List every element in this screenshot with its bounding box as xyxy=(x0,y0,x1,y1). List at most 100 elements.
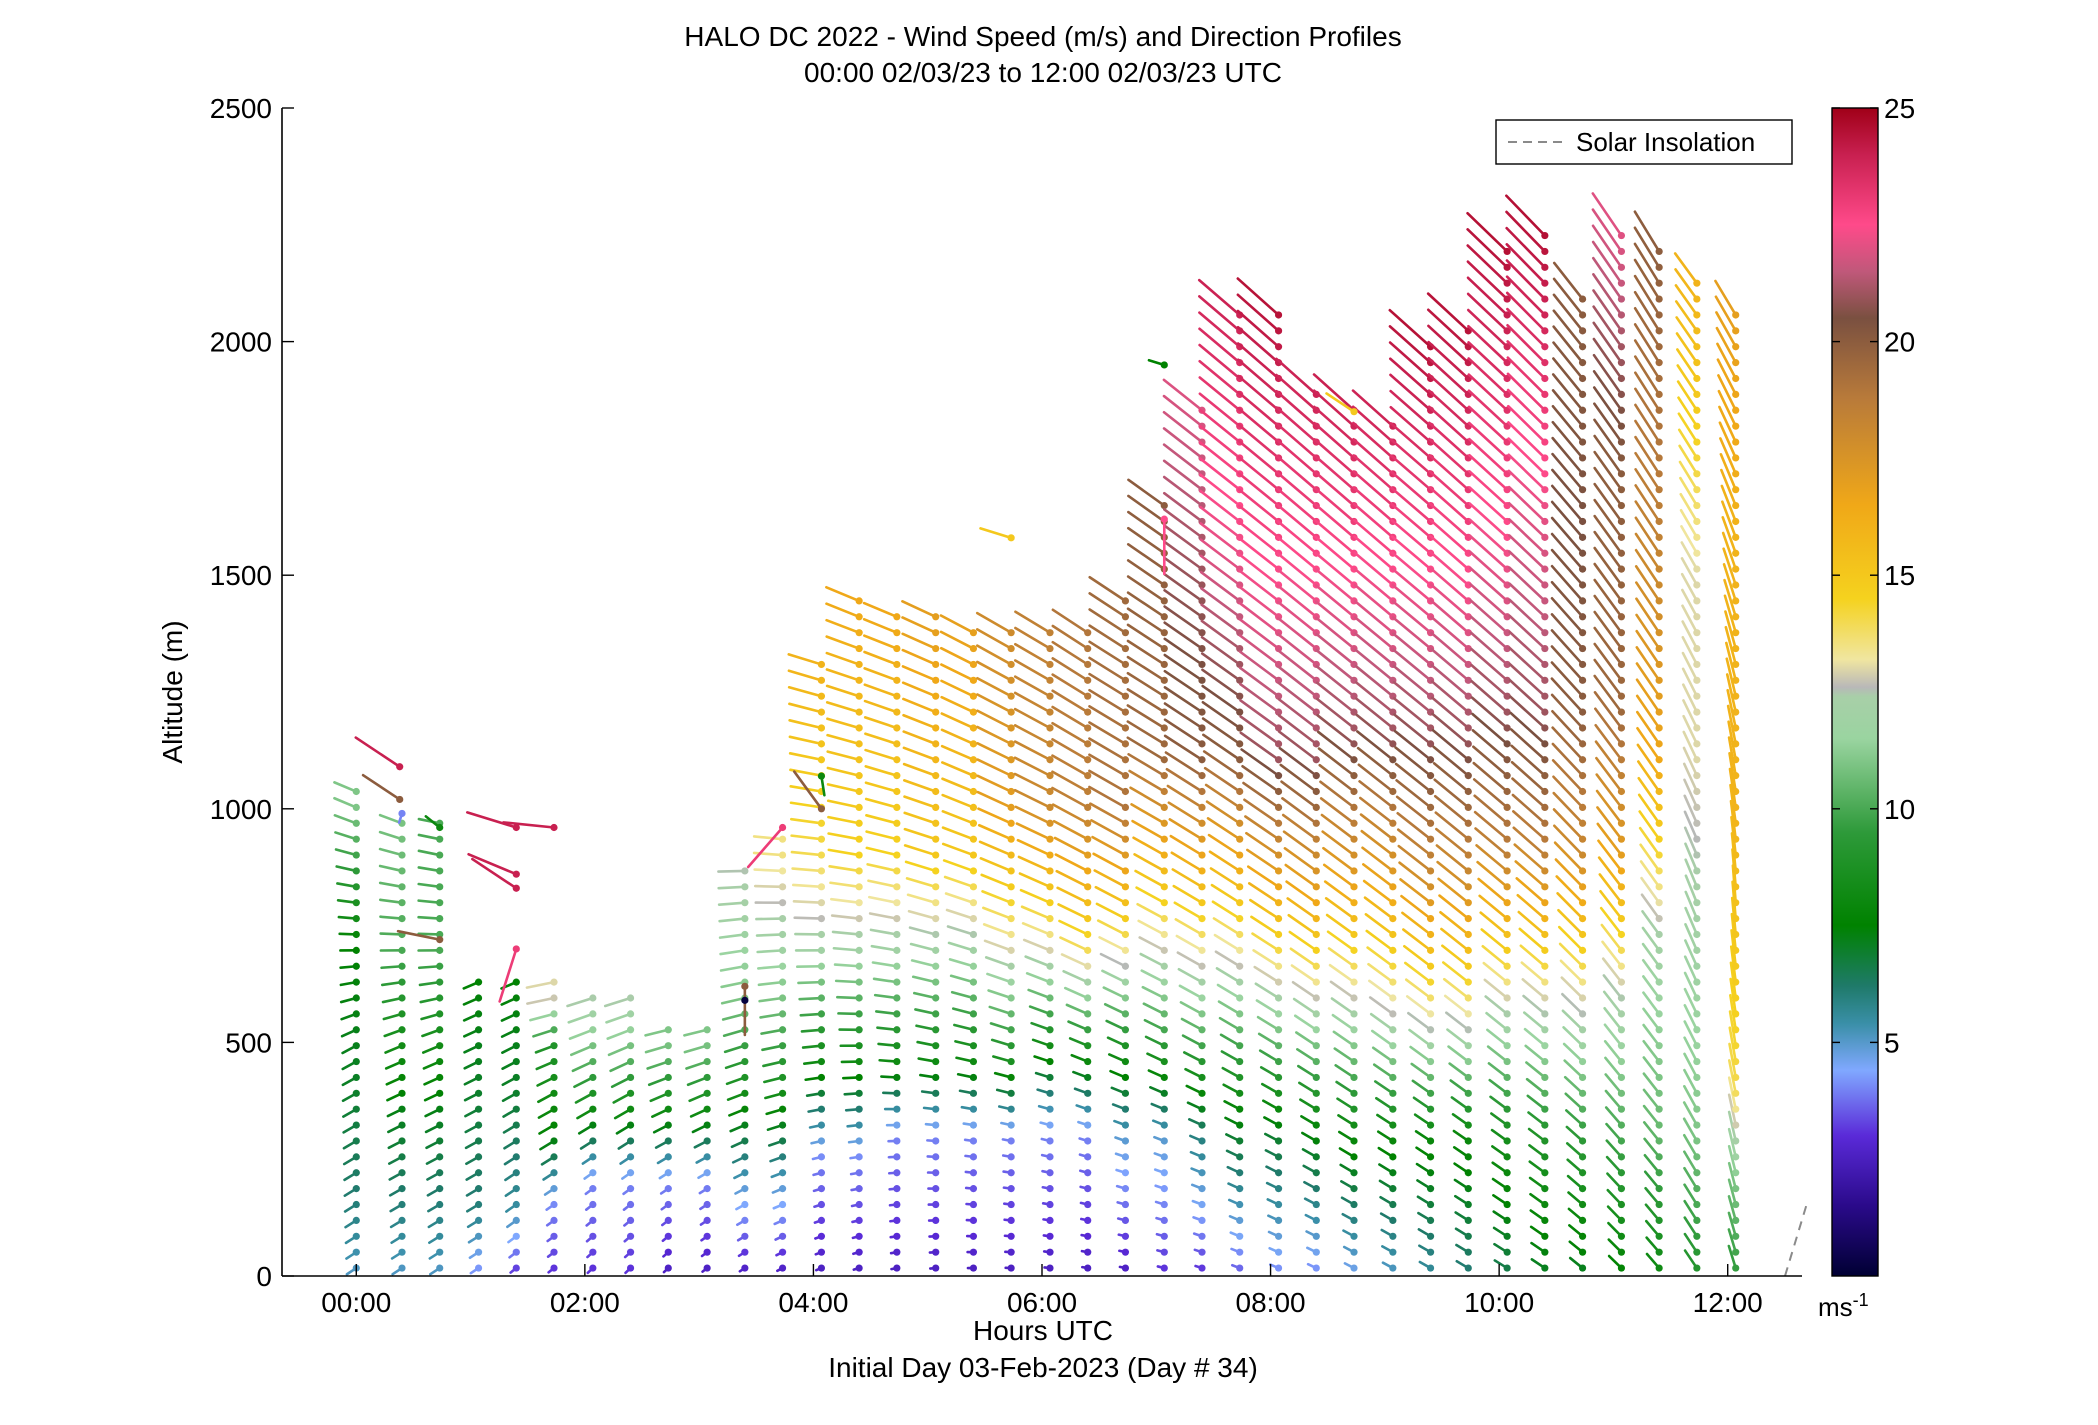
wind-barb-point xyxy=(969,930,978,939)
wind-barb-point xyxy=(1198,835,1206,843)
wind-barb-point xyxy=(1503,1010,1511,1018)
wind-barb-point xyxy=(1655,390,1663,398)
wind-barb xyxy=(529,1012,556,1022)
wind-barb-point xyxy=(1007,867,1015,875)
wind-barb-point xyxy=(1617,231,1626,240)
wind-barb xyxy=(1142,1002,1166,1016)
wind-barb xyxy=(1293,1014,1318,1032)
wind-barb xyxy=(1318,763,1356,793)
wind-barb-point xyxy=(1121,724,1130,732)
wind-barb xyxy=(1359,796,1395,825)
wind-barb-point xyxy=(1198,597,1206,605)
wind-barb-point xyxy=(1312,914,1320,923)
wind-barb-point xyxy=(1007,772,1015,780)
wind-barb xyxy=(1603,1006,1623,1032)
wind-barb-point xyxy=(817,899,826,907)
wind-barb-point xyxy=(1236,1057,1244,1066)
wind-barb-point xyxy=(550,1185,558,1193)
wind-barb-point xyxy=(1046,1089,1054,1097)
wind-barb xyxy=(867,895,899,905)
wind-barb-point xyxy=(1274,930,1283,939)
wind-barb-point xyxy=(855,692,863,700)
wind-barb-point xyxy=(1464,1073,1472,1082)
wind-barb-point xyxy=(778,1153,787,1161)
wind-barb xyxy=(1402,928,1432,952)
wind-barb-point xyxy=(1693,327,1701,335)
wind-barb-point xyxy=(1503,819,1511,827)
wind-barb-point xyxy=(1046,962,1054,970)
wind-barb-point xyxy=(1389,1200,1397,1209)
wind-barb-point xyxy=(1312,1042,1320,1050)
wind-barb-point xyxy=(1389,1042,1397,1050)
wind-barb-point xyxy=(1693,1232,1701,1240)
wind-barb-point xyxy=(1464,867,1472,875)
wind-barb xyxy=(1088,769,1127,793)
wind-barb xyxy=(1429,583,1470,619)
wind-barb-point xyxy=(703,1248,711,1256)
wind-barb-point xyxy=(664,1089,672,1097)
wind-barb-point xyxy=(893,787,901,796)
wind-barb-point xyxy=(352,1232,360,1240)
wind-barb-point xyxy=(1007,1200,1015,1209)
wind-barb-point xyxy=(1578,613,1587,621)
wind-barb-point xyxy=(1655,374,1663,383)
wind-barb-point xyxy=(1160,930,1168,939)
wind-barb xyxy=(1469,583,1509,619)
wind-barb-point xyxy=(1617,1153,1626,1161)
wind-barb xyxy=(1643,1170,1661,1190)
wind-barb xyxy=(1714,295,1738,333)
wind-barb xyxy=(789,801,823,809)
wind-barb xyxy=(1403,944,1432,968)
wind-barb-point xyxy=(1732,676,1740,684)
wind-barb xyxy=(1593,402,1623,444)
wind-barb xyxy=(1249,898,1280,920)
wind-barb-point xyxy=(1046,724,1054,732)
wind-barb-point xyxy=(398,1216,406,1225)
wind-barb-point xyxy=(1046,819,1054,827)
wind-barb xyxy=(975,611,1013,634)
wind-barb xyxy=(1329,980,1356,1000)
wind-barb xyxy=(905,877,938,889)
wind-barb xyxy=(940,679,975,698)
wind-barb xyxy=(1558,942,1584,968)
wind-barb xyxy=(1210,883,1242,905)
wind-barb-point xyxy=(855,629,863,637)
wind-barb xyxy=(1198,424,1242,460)
wind-barb-point xyxy=(1350,1042,1358,1050)
wind-barb xyxy=(1509,728,1547,762)
wind-barb-point xyxy=(550,823,558,832)
wind-barb-point xyxy=(1350,994,1358,1002)
wind-barb xyxy=(1217,1000,1242,1016)
wind-barb-point xyxy=(778,930,787,939)
wind-barb-point xyxy=(1007,1026,1015,1034)
wind-barb xyxy=(1562,1042,1584,1063)
wind-barb-point xyxy=(778,1264,787,1272)
wind-barb-point xyxy=(778,1216,787,1225)
wind-barb-point xyxy=(474,1105,483,1113)
wind-barb-point xyxy=(1198,708,1206,716)
wind-barb xyxy=(1316,730,1356,762)
wind-barb xyxy=(1634,435,1661,476)
wind-barb xyxy=(1213,933,1242,952)
wind-barb-point xyxy=(969,1010,978,1018)
wind-barb-point xyxy=(778,1042,787,1050)
wind-barb-point xyxy=(1541,517,1549,526)
wind-barb xyxy=(1163,540,1204,571)
wind-barb-point xyxy=(1274,867,1283,875)
wind-barb-point xyxy=(1198,1185,1206,1193)
wind-barb xyxy=(1173,901,1204,920)
wind-barb xyxy=(1399,878,1432,905)
wind-barb-point xyxy=(550,1057,558,1066)
wind-barb xyxy=(1167,801,1204,825)
wind-barb-point xyxy=(1312,978,1320,986)
wind-barb xyxy=(1275,389,1318,428)
wind-barb-point xyxy=(703,1073,711,1082)
wind-barb xyxy=(833,963,861,968)
wind-barb-point xyxy=(1389,724,1397,732)
wind-barb-point xyxy=(932,914,940,923)
wind-barb xyxy=(1320,813,1356,841)
wind-barb-point xyxy=(1578,708,1587,716)
colorbar-tick-label: 5 xyxy=(1884,1027,1900,1058)
wind-barb-point xyxy=(1426,803,1435,811)
wind-barb-point xyxy=(1350,803,1358,811)
